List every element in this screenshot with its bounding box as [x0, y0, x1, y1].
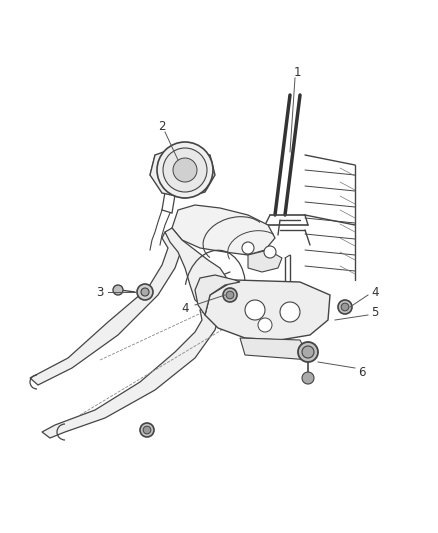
Circle shape [226, 291, 234, 299]
Circle shape [302, 346, 314, 358]
Text: 5: 5 [371, 305, 379, 319]
Circle shape [242, 242, 254, 254]
Circle shape [341, 303, 349, 311]
Polygon shape [42, 298, 220, 438]
Polygon shape [195, 275, 240, 315]
Circle shape [223, 288, 237, 302]
Circle shape [141, 288, 149, 296]
Circle shape [137, 284, 153, 300]
Circle shape [298, 342, 318, 362]
Text: 3: 3 [96, 286, 104, 298]
Circle shape [173, 158, 197, 182]
Polygon shape [240, 338, 310, 360]
Circle shape [140, 423, 154, 437]
Polygon shape [150, 148, 215, 198]
Circle shape [264, 246, 276, 258]
Circle shape [143, 426, 151, 434]
Polygon shape [165, 228, 228, 308]
Circle shape [338, 300, 352, 314]
Text: 4: 4 [371, 286, 379, 298]
Circle shape [113, 285, 123, 295]
Text: 6: 6 [358, 366, 366, 378]
Polygon shape [30, 228, 182, 385]
Circle shape [280, 302, 300, 322]
Circle shape [258, 318, 272, 332]
Polygon shape [172, 205, 275, 255]
Circle shape [163, 148, 207, 192]
Circle shape [157, 142, 213, 198]
Text: 2: 2 [158, 119, 166, 133]
Polygon shape [205, 280, 330, 340]
Text: 1: 1 [293, 66, 301, 78]
Polygon shape [248, 250, 282, 272]
Circle shape [302, 372, 314, 384]
Text: 4: 4 [181, 302, 189, 314]
Circle shape [245, 300, 265, 320]
